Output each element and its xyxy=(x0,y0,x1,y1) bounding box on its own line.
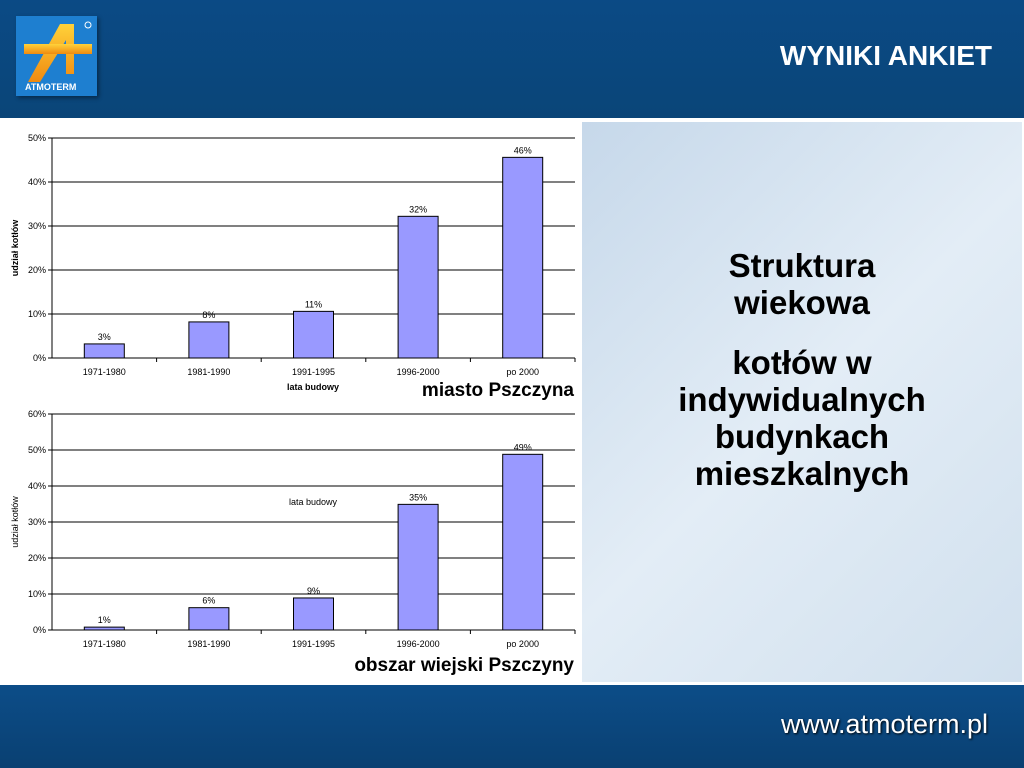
heading-line2: kotłów w indywidualnych budynkach mieszk… xyxy=(678,344,926,492)
bar xyxy=(188,607,230,631)
chart-obszar-wiejski: 0% 10% 20% 30% 40% 50% 60% 1% 1971-1980 6% 1981-19… xyxy=(10,409,576,649)
bar xyxy=(397,503,439,631)
x-tick-label: 1991-1995 xyxy=(292,639,335,649)
x-tick-label: po 2000 xyxy=(506,367,539,377)
logo-a-icon xyxy=(24,21,92,82)
data-label: 1% xyxy=(98,615,111,625)
bar xyxy=(188,321,230,359)
x-axis-label: lata budowy xyxy=(287,382,339,392)
y-axis-label: udział kotłów xyxy=(10,219,20,277)
chart-subtitle-miasto: miasto Pszczyna xyxy=(421,380,574,401)
data-label: 6% xyxy=(202,596,215,606)
x-tick-label: 1981-1990 xyxy=(187,639,230,649)
heading-line1: Struktura wiekowa xyxy=(728,247,876,321)
y-tick-label: 10% xyxy=(28,589,46,599)
y-tick-label: 20% xyxy=(28,553,46,563)
x-tick-label: 1971-1980 xyxy=(83,367,126,377)
atmoterm-logo: ATMOTERM xyxy=(16,16,97,96)
website-link[interactable]: www.atmoterm.pl xyxy=(780,709,988,739)
x-tick-label: 1981-1990 xyxy=(187,367,230,377)
bar xyxy=(502,156,544,359)
chart-subtitle-wiejski: obszar wiejski Pszczyny xyxy=(354,655,574,676)
charts-area: 0% 10% 20% 30% 40% 50% 3% 1971-1980 8% 1981-1990 1… xyxy=(0,118,580,685)
y-tick-label: 40% xyxy=(28,481,46,491)
footer: www.atmoterm.pl xyxy=(0,685,1024,768)
data-label: 11% xyxy=(305,299,322,309)
y-tick-label: 60% xyxy=(28,409,46,419)
y-tick-label: 20% xyxy=(28,265,46,275)
data-label: 49% xyxy=(514,442,532,452)
x-tick-label: 1991-1995 xyxy=(292,367,335,377)
bar xyxy=(83,343,125,359)
data-label: 8% xyxy=(202,310,215,320)
x-tick-label: 1996-2000 xyxy=(397,639,440,649)
y-tick-label: 0% xyxy=(33,625,46,635)
data-label: 3% xyxy=(98,332,111,342)
x-tick-label: 1971-1980 xyxy=(83,639,126,649)
description-panel: Struktura wiekowa kotłów w indywidualnyc… xyxy=(582,122,1022,682)
bar xyxy=(293,310,334,359)
header: ATMOTERM WYNIKI ANKIET xyxy=(0,0,1024,118)
y-tick-label: 40% xyxy=(28,177,46,187)
logo-text: ATMOTERM xyxy=(25,82,77,92)
data-label: 46% xyxy=(514,145,532,155)
x-tick-label: 1996-2000 xyxy=(397,367,440,377)
data-label: 32% xyxy=(409,204,427,214)
x-tick-label: po 2000 xyxy=(506,639,539,649)
y-tick-label: 10% xyxy=(28,309,46,319)
x-axis-label: lata budowy xyxy=(289,497,338,507)
bar xyxy=(83,626,125,631)
y-axis-label: udział kotłów xyxy=(10,496,20,548)
bar xyxy=(502,453,544,631)
y-tick-label: 30% xyxy=(28,517,46,527)
data-label: 35% xyxy=(409,492,427,502)
data-label: 9% xyxy=(307,586,320,596)
page-title: WYNIKI ANKIET xyxy=(779,40,992,71)
y-tick-label: 50% xyxy=(28,133,46,143)
bar xyxy=(397,215,439,359)
y-tick-label: 30% xyxy=(28,221,46,231)
chart-miasto: 0% 10% 20% 30% 40% 50% 3% 1971-1980 8% 1981-1990 1… xyxy=(10,133,576,392)
y-tick-label: 0% xyxy=(33,353,46,363)
bar xyxy=(293,597,334,631)
y-tick-label: 50% xyxy=(28,445,46,455)
